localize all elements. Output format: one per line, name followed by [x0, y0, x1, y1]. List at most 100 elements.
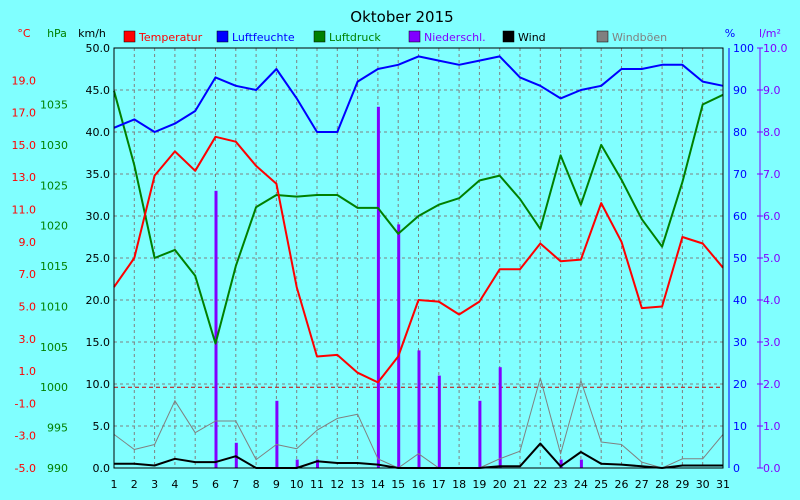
series-point: [681, 458, 683, 460]
series-point: [133, 164, 135, 166]
series-point: [235, 265, 237, 267]
legend-label: Windböen: [612, 31, 667, 44]
series-point: [174, 123, 176, 125]
rain-bar: [498, 367, 502, 468]
x-tick-label: 12: [330, 478, 344, 491]
series-point: [499, 55, 501, 57]
hum-tick-label: 80: [733, 126, 747, 139]
wind-tick-label: 40.0: [86, 126, 111, 139]
series-point: [215, 343, 216, 345]
series-point: [316, 131, 318, 133]
series-point: [275, 443, 277, 445]
x-tick-label: 19: [472, 478, 486, 491]
temp-tick-label: 17.0: [12, 107, 37, 120]
rain-bar: [559, 459, 563, 468]
series-point: [539, 443, 541, 445]
press-tick-label: 990: [47, 462, 68, 475]
series-point: [478, 179, 480, 181]
series-point: [600, 144, 602, 146]
rain-bar: [316, 459, 319, 468]
temp-tick-label: 9.0: [19, 236, 37, 249]
legend-swatch: [408, 30, 421, 43]
hum-tick-label: 70: [733, 168, 747, 181]
series-point: [235, 420, 237, 422]
hum-unit-label: %: [725, 27, 735, 40]
series-point: [641, 68, 643, 70]
hum-tick-label: 50: [733, 252, 747, 265]
x-tick-label: 3: [151, 478, 158, 491]
wind-tick-label: 15.0: [86, 336, 111, 349]
rain-bar: [417, 350, 421, 468]
series-point: [621, 68, 622, 70]
temp-tick-label: -5.0: [15, 462, 36, 475]
rain-tick-label: 9.0: [763, 84, 781, 97]
series-point: [275, 68, 277, 70]
series-point: [336, 354, 338, 356]
x-tick-label: 10: [290, 478, 304, 491]
series-point: [621, 464, 622, 466]
legend-label: Luftfeuchte: [232, 31, 295, 44]
series-point: [499, 458, 501, 460]
temp-tick-label: -1.0: [15, 397, 36, 410]
series-point: [418, 453, 419, 455]
series-point: [397, 356, 399, 358]
series-point: [621, 179, 622, 181]
series-point: [519, 465, 521, 467]
series-point: [560, 465, 562, 467]
series-point: [336, 462, 338, 464]
series-point: [215, 461, 216, 463]
wind-unit-label: km/h: [78, 27, 106, 40]
x-tick-label: 26: [615, 478, 629, 491]
legend-swatch: [596, 30, 609, 43]
x-tick-label: 11: [310, 478, 324, 491]
series-point: [539, 242, 541, 244]
series-point: [661, 246, 663, 248]
hum-tick-label: 90: [733, 84, 747, 97]
series-point: [357, 81, 359, 83]
rain-unit-label: l/m²: [759, 27, 781, 40]
rain-tick-label: 8.0: [763, 126, 781, 139]
series-point: [275, 183, 277, 185]
temp-tick-label: 7.0: [19, 268, 37, 281]
series-point: [519, 268, 521, 270]
series-point: [154, 131, 156, 133]
series-point: [154, 443, 156, 445]
x-tick-label: 28: [655, 478, 669, 491]
temp-tick-label: 13.0: [12, 171, 37, 184]
press-unit-label: hPa: [47, 27, 67, 40]
series-point: [478, 301, 480, 303]
rain-tick-label: 10.0: [763, 42, 788, 55]
series-point: [316, 194, 318, 196]
series-point: [133, 463, 135, 465]
temp-unit-label: °C: [17, 27, 31, 40]
series-point: [438, 60, 440, 62]
series-point: [661, 305, 663, 307]
x-tick-label: 13: [351, 478, 365, 491]
wind-tick-label: 50.0: [86, 42, 111, 55]
x-tick-label: 17: [432, 478, 446, 491]
series-point: [702, 242, 704, 244]
series-point: [539, 85, 541, 87]
legend-swatch: [123, 30, 136, 43]
series-point: [641, 218, 643, 220]
wind-tick-label: 5.0: [93, 420, 111, 433]
temp-tick-label: 5.0: [19, 300, 37, 313]
x-tick-label: 20: [493, 478, 507, 491]
series-point: [661, 64, 663, 66]
series-point: [438, 204, 440, 206]
series-point: [580, 89, 582, 91]
series-point: [641, 307, 643, 309]
series-point: [499, 175, 501, 177]
axes: 19.017.015.013.011.09.07.05.03.01.0-1.0-…: [12, 27, 788, 491]
wind-tick-label: 0.0: [93, 462, 111, 475]
rain-bar: [478, 400, 482, 468]
press-tick-label: 1025: [40, 179, 68, 192]
series-point: [194, 432, 196, 434]
legend-label: Temperatur: [138, 31, 203, 44]
series-point: [357, 413, 359, 415]
series-point: [641, 465, 643, 467]
series-point: [255, 459, 257, 461]
series-point: [600, 202, 602, 204]
